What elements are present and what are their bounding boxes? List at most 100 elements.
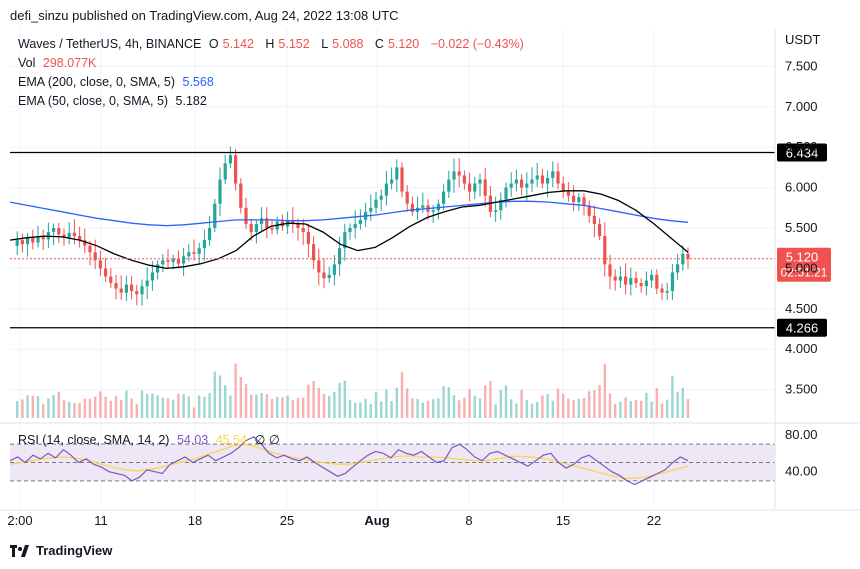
candle-body [598, 223, 602, 237]
candle-body [582, 197, 586, 206]
candle-body [509, 183, 513, 188]
volume-bar [109, 400, 112, 418]
volume-bar [140, 390, 144, 418]
candle-body [176, 258, 180, 264]
volume-bar [489, 380, 492, 418]
candle-body [270, 228, 274, 230]
volume-bar [499, 390, 502, 418]
volume-bar [192, 407, 196, 418]
candle-body [322, 272, 326, 279]
volume-bar [114, 395, 118, 418]
level-label-box [777, 143, 827, 162]
volume-bar [406, 388, 409, 418]
price-tick-label: 6.500 [785, 139, 818, 154]
candle-body [249, 223, 253, 233]
volume-bar [260, 392, 263, 418]
volume-bar [16, 401, 19, 418]
candle-body [587, 205, 591, 216]
volume-bar [593, 390, 596, 418]
candle-body [634, 278, 638, 283]
candle-body [98, 260, 102, 269]
volume-bar [255, 394, 258, 418]
candle-body [520, 179, 524, 188]
candle-body [52, 228, 56, 233]
volume-bar [411, 398, 414, 418]
time-tick-label: 22 [647, 513, 661, 528]
volume-bar [296, 397, 300, 418]
legend-open: O 5.142 [208, 37, 254, 51]
candle-body [161, 260, 165, 265]
tradingview-brand: TradingView [36, 543, 113, 558]
volume-bar [671, 375, 674, 418]
candle-body [624, 276, 628, 285]
last-price-label: 5.120 [786, 250, 819, 265]
candle-body [468, 183, 472, 192]
legend-rsi-hidden-icons[interactable]: ∅ ∅ [254, 433, 280, 447]
candle-body [566, 191, 570, 196]
candle-body [608, 264, 612, 277]
volume-bar [598, 385, 601, 418]
tradingview-footer[interactable]: TradingView [10, 543, 112, 558]
volume-bar [208, 393, 211, 418]
candle-body [26, 237, 30, 245]
candle-body [244, 207, 248, 224]
volume-bar [650, 401, 653, 418]
volume-bar [270, 398, 274, 418]
volume-bar [458, 400, 461, 418]
volume-bar [36, 396, 40, 418]
candle-body [395, 167, 399, 180]
candle-body [332, 264, 336, 275]
level-label-box [777, 318, 827, 337]
candle-body [655, 274, 659, 289]
volume-bar [218, 375, 222, 418]
candle-body [192, 252, 196, 254]
volume-bar [374, 392, 378, 418]
volume-bar [369, 404, 372, 418]
volume-bar [343, 380, 346, 418]
level-label: 4.266 [786, 321, 819, 336]
price-tick-label: 7.000 [785, 99, 818, 114]
rsi-tick-label: 40.00 [785, 464, 818, 479]
candle-body [208, 228, 212, 241]
volume-bar [250, 394, 253, 418]
volume-bar [681, 387, 684, 418]
volume-bar [359, 402, 362, 418]
candle-body [72, 232, 76, 237]
candle-body [650, 274, 654, 281]
volume-bar [660, 403, 664, 418]
candle-body [104, 268, 108, 277]
chart-area[interactable]: 6.434 4.266 5.120 02:51:21 80.00 40.00 7.500… [0, 28, 860, 539]
candle-body [265, 218, 269, 228]
legend-ema200: EMA (200, close, 0, SMA, 5) 5.568 [18, 75, 218, 89]
candle-body [561, 183, 565, 192]
volume-bar [229, 395, 232, 418]
volume-bar [161, 397, 164, 418]
rsi-ma-line [9, 443, 689, 479]
candle-body [124, 284, 128, 293]
candle-body [390, 179, 394, 184]
price-tick-label: 7.500 [785, 58, 818, 73]
candle-body [83, 240, 87, 246]
volume-bar [172, 399, 175, 418]
candle-body [462, 175, 466, 184]
volume-bar [224, 385, 227, 418]
volume-bar [395, 387, 398, 418]
candle-body [618, 276, 622, 281]
candle-body [31, 237, 35, 243]
volume-bar [536, 402, 539, 418]
volume-bar [400, 372, 404, 418]
candle-body [15, 240, 19, 246]
legend-ema50-value: 5.182 [175, 94, 207, 108]
candle-body [78, 236, 82, 241]
legend-ema200-value: 5.568 [182, 75, 214, 89]
volume-bar [515, 403, 518, 418]
volume-bar [213, 371, 216, 418]
volume-bar [577, 398, 580, 418]
currency-label: USDT [785, 32, 820, 47]
volume-bar [572, 400, 575, 418]
candle-body [187, 252, 191, 257]
candle-body [343, 232, 347, 249]
volume-bar [582, 398, 586, 418]
candle-body [202, 240, 206, 249]
